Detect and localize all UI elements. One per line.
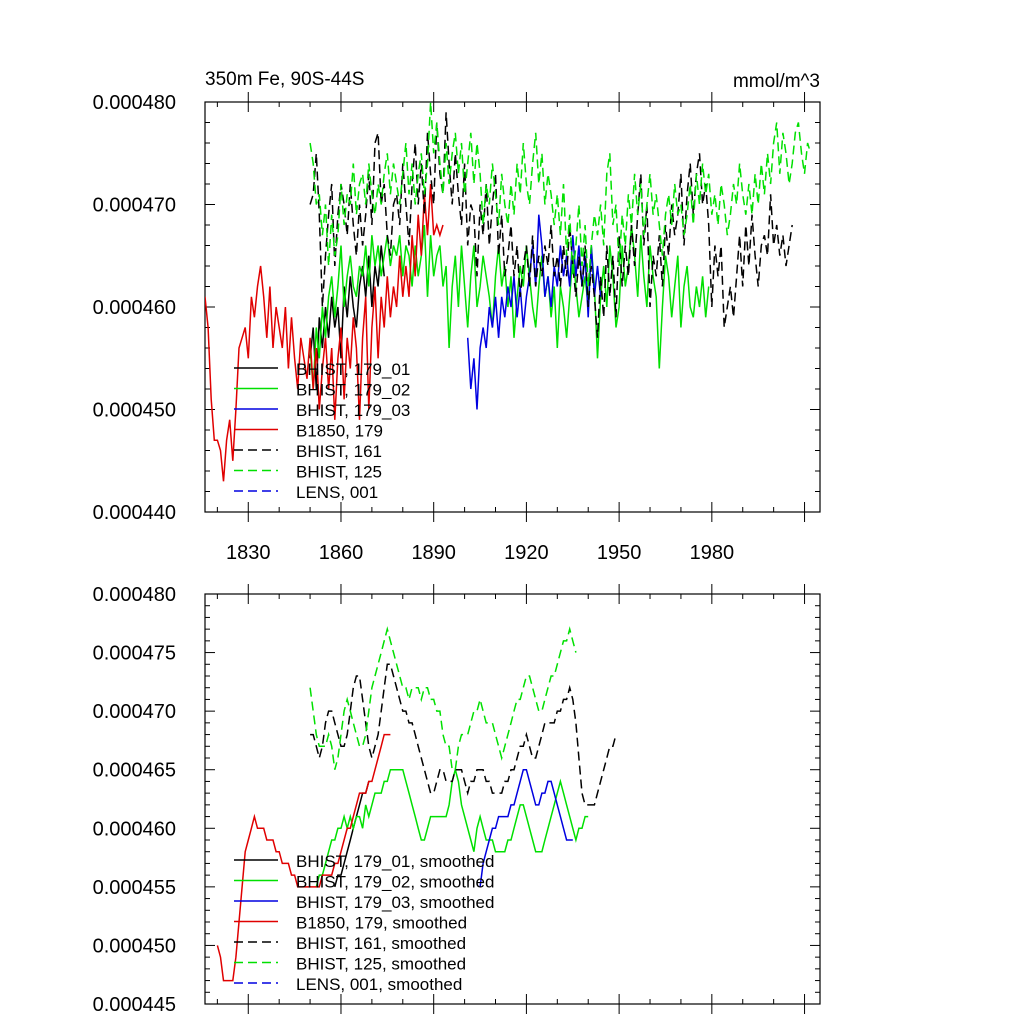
series-line (466, 214, 602, 410)
x-tick-label: 1980 (690, 542, 735, 564)
y-tick-label: 0.000455 (93, 877, 176, 899)
legend-label: LENS, 001 (296, 483, 378, 502)
bottom-panel: 0.000445 0.000450 0.000455 0.000460 0.000465… (93, 584, 821, 1016)
y-tick-label: 0.000480 (93, 584, 176, 606)
y-tick-label: 0.000460 (93, 818, 176, 840)
legend-label: LENS, 001, smoothed (296, 975, 462, 994)
series-line (309, 626, 577, 771)
y-tick-label: 0.000465 (93, 760, 176, 782)
chart-title: 350m Fe, 90S-44S (205, 69, 364, 90)
series-line (309, 245, 385, 390)
y-tick-label: 0.000470 (93, 701, 176, 723)
legend-label: B1850, 179 (296, 422, 383, 441)
x-tick-label: 1950 (597, 542, 642, 564)
series-line (479, 768, 573, 887)
legend-label: BHIST, 179_03, smoothed (296, 893, 494, 912)
series-line (309, 112, 793, 338)
legend-label: BHIST, 125, smoothed (296, 955, 466, 974)
series-line (309, 224, 710, 390)
units-label: mmol/m^3 (733, 71, 820, 92)
y-tick-label: 0.000445 (93, 994, 176, 1016)
y-tick-label: 0.000460 (93, 297, 176, 319)
y-tick-label: 0.000440 (93, 502, 176, 524)
x-tick-label: 1860 (319, 542, 364, 564)
x-tick-label: 1920 (504, 542, 549, 564)
legend-label: BHIST, 179_01, smoothed (296, 852, 494, 871)
plot-frame (204, 593, 821, 1005)
legend-label: B1850, 179, smoothed (296, 914, 467, 933)
legend-label: BHIST, 161 (296, 442, 382, 461)
series-line (309, 102, 812, 287)
legend-label: BHIST, 161, smoothed (296, 934, 466, 953)
top-panel: 0.000440 0.000450 0.000460 0.000470 0.000480… (93, 69, 821, 564)
legend-label: BHIST, 125 (296, 463, 382, 482)
x-tick-label: 1830 (226, 542, 271, 564)
y-tick-label: 0.000480 (93, 92, 176, 114)
y-tick-label: 0.000470 (93, 195, 176, 217)
series-line (334, 781, 370, 888)
legend-label: BHIST, 179_01 (296, 360, 410, 379)
legend-label: BHIST, 179_03 (296, 401, 410, 420)
series-line (310, 663, 617, 806)
x-tick-label: 1890 (411, 542, 456, 564)
legend-label: BHIST, 179_02, smoothed (296, 873, 494, 892)
legend-label: BHIST, 179_02 (296, 381, 410, 400)
y-tick-label: 0.000450 (93, 935, 176, 957)
y-tick-label: 0.000475 (93, 643, 176, 665)
series-line (205, 183, 444, 482)
series-line (216, 733, 391, 982)
y-tick-label: 0.000450 (93, 400, 176, 422)
